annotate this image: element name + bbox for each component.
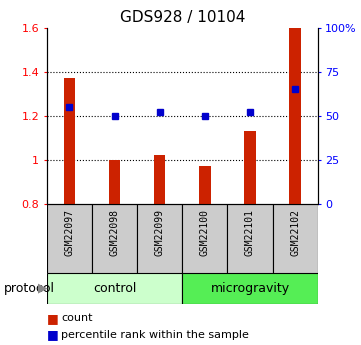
Bar <box>244 131 256 204</box>
Bar <box>92 204 137 273</box>
Text: control: control <box>93 282 136 295</box>
Bar <box>47 204 92 273</box>
Text: GSM22097: GSM22097 <box>65 209 74 256</box>
Text: GSM22098: GSM22098 <box>110 209 119 256</box>
Bar <box>64 78 75 204</box>
Text: microgravity: microgravity <box>210 282 290 295</box>
Bar <box>199 166 210 204</box>
Text: GSM22099: GSM22099 <box>155 209 165 256</box>
Bar <box>227 204 273 273</box>
Bar <box>182 273 318 304</box>
Title: GDS928 / 10104: GDS928 / 10104 <box>119 10 245 25</box>
Text: GSM22100: GSM22100 <box>200 209 210 256</box>
Text: ■: ■ <box>47 328 63 341</box>
Text: GSM22102: GSM22102 <box>290 209 300 256</box>
Text: ▶: ▶ <box>38 282 48 295</box>
Bar <box>109 159 120 204</box>
Bar <box>154 155 165 204</box>
Bar <box>47 273 182 304</box>
Text: GSM22101: GSM22101 <box>245 209 255 256</box>
Bar <box>290 28 301 204</box>
Text: protocol: protocol <box>4 282 55 295</box>
Text: count: count <box>61 313 93 323</box>
Bar <box>137 204 182 273</box>
Text: ■: ■ <box>47 312 63 325</box>
Bar <box>182 204 227 273</box>
Bar <box>273 204 318 273</box>
Text: percentile rank within the sample: percentile rank within the sample <box>61 330 249 339</box>
